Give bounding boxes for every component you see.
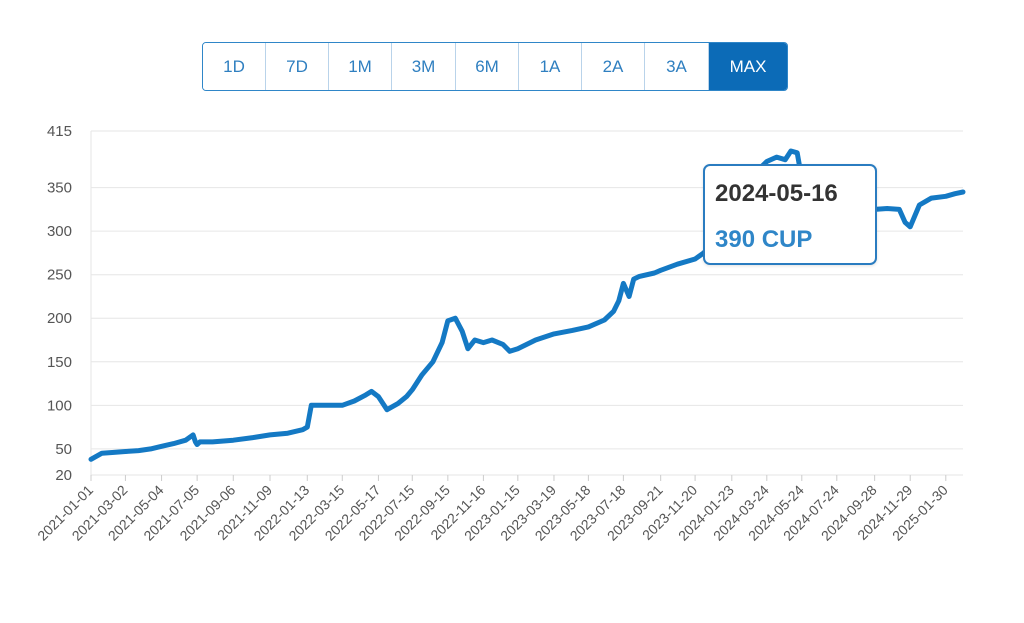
range-button-1m[interactable]: 1M bbox=[329, 43, 392, 90]
range-button-1a[interactable]: 1A bbox=[519, 43, 582, 90]
range-selector: 1D 7D 1M 3M 6M 1A 2A 3A MAX bbox=[202, 42, 788, 91]
range-button-7d[interactable]: 7D bbox=[266, 43, 329, 90]
range-button-3m[interactable]: 3M bbox=[392, 43, 456, 90]
tooltip-value: 390 CUP bbox=[715, 226, 813, 253]
y-tick-label: 350 bbox=[47, 180, 72, 197]
range-button-6m[interactable]: 6M bbox=[456, 43, 519, 90]
tooltip: 2024-05-16 390 CUP bbox=[703, 164, 877, 265]
range-button-2a[interactable]: 2A bbox=[582, 43, 645, 90]
y-tick-label: 150 bbox=[47, 354, 72, 371]
y-tick-label: 250 bbox=[47, 267, 72, 284]
range-button-1d[interactable]: 1D bbox=[203, 43, 266, 90]
tooltip-date: 2024-05-16 bbox=[715, 180, 838, 207]
y-tick-label: 200 bbox=[47, 310, 72, 327]
x-axis: 2021-01-012021-03-022021-05-042021-07-05… bbox=[34, 475, 951, 544]
range-button-max[interactable]: MAX bbox=[709, 43, 787, 90]
y-tick-label: 20 bbox=[55, 467, 72, 484]
y-tick-label: 300 bbox=[47, 223, 72, 240]
y-tick-label: 100 bbox=[47, 397, 72, 414]
range-button-3a[interactable]: 3A bbox=[645, 43, 709, 90]
y-tick-label: 50 bbox=[55, 441, 72, 458]
y-tick-label: 415 bbox=[47, 123, 72, 140]
y-axis: 20 50 100 150 200 250 300 350 415 bbox=[47, 123, 72, 484]
